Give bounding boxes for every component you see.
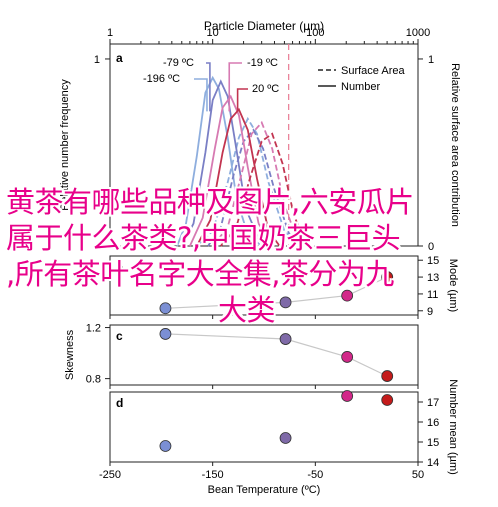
panel-d-xtick-label: 50 — [412, 469, 424, 481]
panel-a-title: Particle Diameter (µm) — [204, 19, 324, 33]
panel-b-ytick-label: 11 — [427, 289, 438, 301]
panel-b-trend-line — [165, 276, 388, 309]
panel-c: c 0.8 1.2 Skewness — [64, 323, 419, 389]
panel-a-legend-surface: Surface Area — [341, 65, 405, 77]
panel-d-point — [381, 394, 394, 406]
panel-d-point — [341, 390, 354, 402]
panel-a: Particle Diameter (µm) 1 10 100 1000 0 0 1 1 Rela… — [59, 19, 461, 253]
panel-d-frame — [109, 391, 419, 463]
panel-d-xtick-label: -150 — [202, 469, 224, 481]
panel-a-annotation-label: -79 ºC — [163, 57, 194, 69]
panel-d-point — [279, 432, 292, 444]
panel-a-surface-line — [220, 132, 309, 247]
panel-a-ylabel: Relative number frequency — [59, 79, 71, 211]
panel-a-xtick-label: 1 — [107, 27, 113, 39]
panel-c-point — [381, 370, 394, 382]
panel-a-surface-line — [211, 120, 301, 247]
panel-b-letter: b — [116, 260, 123, 274]
panel-c-trend-line — [165, 333, 388, 377]
panel-d-ylabel: Number mean (µm) — [447, 379, 459, 475]
panel-c-ytick-label: 1.2 — [86, 323, 101, 335]
panel-b-ytick-label: 15 — [427, 255, 439, 267]
panel-d-ytick-label: 16 — [427, 417, 439, 429]
panel-a-y2tick-label: 0 — [428, 241, 434, 253]
panel-a-xtick-label: 1000 — [406, 27, 430, 39]
panel-a-ytick-label: 1 — [94, 54, 100, 66]
panel-a-letter: a — [116, 51, 123, 65]
panel-d-xtick-label: -50 — [307, 469, 323, 481]
panel-a-number-line — [176, 75, 263, 247]
panel-c-frame — [109, 324, 419, 386]
panel-c-ytick-label: 0.8 — [86, 374, 101, 386]
panel-b-point — [159, 302, 172, 315]
panel-d-ytick-label: 15 — [427, 437, 439, 449]
xlabel: Bean Temperature (ºC) — [208, 484, 321, 496]
panel-a-annotation-leader — [228, 62, 242, 112]
overlay-line-2: 属于什么茶类?,中国奶茶三巨头 — [6, 221, 401, 255]
panel-d-xtick-label: -250 — [99, 469, 121, 481]
panel-c-point — [341, 351, 354, 363]
panel-d-ytick-label: 14 — [427, 457, 439, 469]
panel-a-y2label: Relative surface area contribution — [449, 63, 461, 227]
panel-a-ytick-label: 0 — [94, 241, 100, 253]
panel-a-surface-line — [196, 116, 301, 247]
panel-a-xtick-label: 10 — [207, 27, 219, 39]
panel-d-ytick-label: 17 — [427, 397, 439, 409]
panel-b-ytick-label: 13 — [427, 272, 439, 284]
overlay-caption: 黄茶有哪些品种及图片,六安瓜片 属于什么茶类?,中国奶茶三巨头 ,所有茶叶名字大… — [6, 184, 492, 328]
panel-a-surface-line — [207, 128, 304, 247]
panel-b-point — [279, 296, 292, 309]
panel-d: d 14 15 16 17 Number mean (µm) -250 -150 -50 50 Be… — [99, 379, 459, 496]
overlay-line-4: 大类 — [218, 293, 276, 327]
panel-b-point — [341, 289, 354, 302]
panel-a-annotation-label: 20 ºC — [252, 83, 279, 95]
panel-a-annotation-label: -19 ºC — [247, 57, 278, 69]
panel-a-number-line — [189, 94, 273, 247]
panel-c-letter: c — [116, 329, 123, 343]
panel-a-number-line — [196, 107, 281, 247]
overlay-line-1: 黄茶有哪些品种及图片,六安瓜片 — [6, 185, 414, 219]
panel-c-point — [279, 333, 292, 345]
panel-d-point — [159, 440, 172, 452]
panel-b-frame — [109, 255, 419, 316]
panel-c-point — [159, 328, 172, 340]
panel-c-ylabel: Skewness — [64, 329, 76, 380]
panel-a-annotation-leader — [236, 88, 248, 112]
panel-a-xtick-label: 100 — [306, 27, 324, 39]
panel-d-letter: d — [116, 396, 123, 410]
panel-a-number-line — [181, 79, 271, 247]
panel-b-ylabel: Mode (µm) — [447, 259, 459, 312]
overlay-line-3: ,所有茶叶名字大全集,茶分为九 — [6, 257, 394, 291]
panel-a-annotation-label: -196 ºC — [143, 73, 180, 85]
panel-a-frame — [109, 43, 419, 247]
panel-a-annotation-leader — [194, 78, 208, 112]
panel-b: b 9 11 13 15 Mode (µm) — [109, 255, 459, 319]
panel-b-point — [381, 271, 394, 283]
panel-a-y2tick-label: 1 — [428, 54, 434, 66]
panel-a-annotation-leader — [206, 62, 211, 112]
panel-b-ytick-label: 9 — [427, 306, 433, 318]
panel-a-legend-number: Number — [341, 81, 380, 93]
